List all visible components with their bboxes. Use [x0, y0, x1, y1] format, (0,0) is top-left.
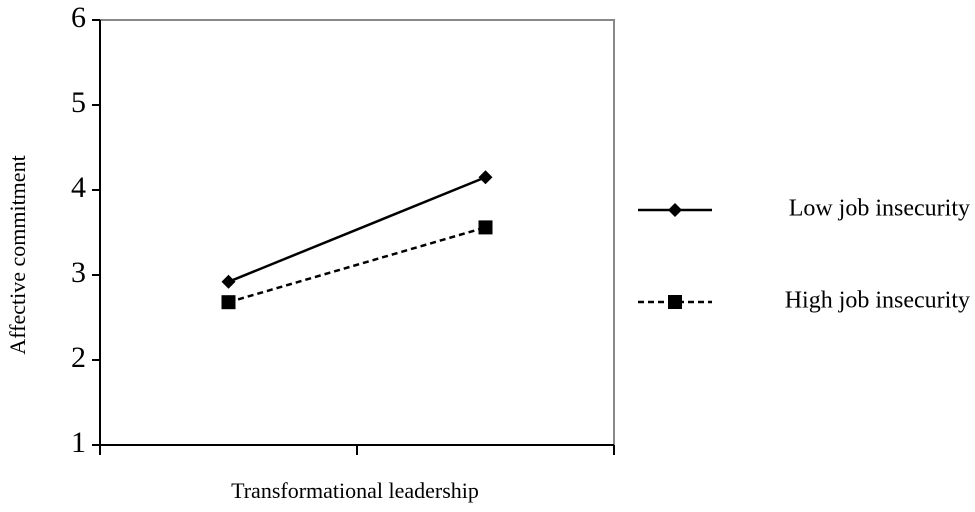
y-tick-label: 1: [71, 426, 86, 459]
y-tick-label: 2: [71, 341, 86, 374]
y-tick-label: 3: [71, 256, 86, 289]
series-line: [228, 226, 486, 304]
data-point: [478, 220, 493, 235]
data-point: [221, 274, 236, 289]
data-point: [221, 295, 236, 310]
legend-marker: [668, 203, 682, 217]
y-tick-label: 5: [71, 86, 86, 119]
data-point: [478, 170, 493, 185]
y-tick-label: 6: [71, 1, 86, 34]
x-axis-label: Transformational leadership: [231, 478, 479, 503]
plot-frame: [99, 19, 615, 446]
y-axis-label: Affective commitment: [5, 155, 30, 354]
legend-label: Low job insecurity: [789, 196, 970, 222]
legend-label: High job insecurity: [785, 288, 970, 314]
legend-marker: [668, 295, 682, 309]
y-tick-label: 4: [71, 171, 86, 204]
series-line: [228, 176, 486, 283]
